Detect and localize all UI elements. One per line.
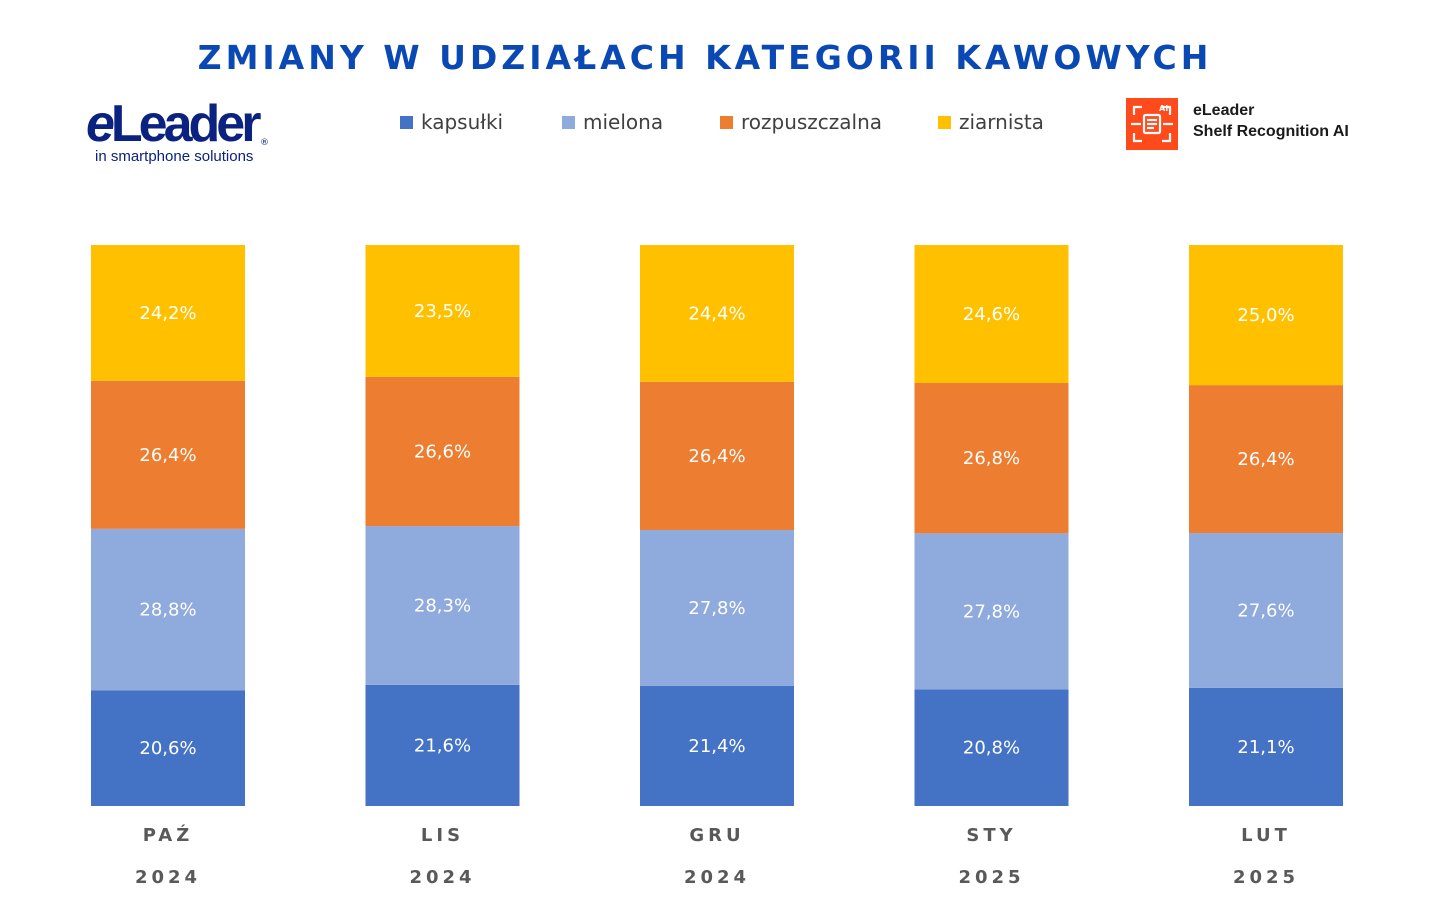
data-label: 21,1% xyxy=(1237,737,1294,758)
legend-label: mielona xyxy=(583,110,664,134)
bar-segment-mielona xyxy=(914,533,1069,690)
legend-item-ziarnista: ziarnista xyxy=(938,110,1044,134)
legend-item-mielona: mielona xyxy=(562,110,663,134)
legend-label: kapsułki xyxy=(421,110,504,134)
x-tick-label: LUT xyxy=(1241,825,1291,846)
data-label: 25,0% xyxy=(1237,305,1294,326)
data-label: 24,6% xyxy=(963,304,1020,325)
legend-label: rozpuszczalna xyxy=(741,110,883,134)
bar-segment-mielona xyxy=(91,528,245,691)
chart-title: ZMIANY W UDZIAŁACH KATEGORII KAWOWYCH xyxy=(197,38,1213,77)
bar-segment-kapsulki xyxy=(1189,687,1343,806)
x-tick-label: GRU xyxy=(689,825,744,846)
legend-swatch-ziarnista xyxy=(938,115,951,129)
bar-segment-kapsulki xyxy=(365,684,520,806)
legend-swatch-kapsulki xyxy=(400,115,413,129)
ai-scan-icon: AI xyxy=(1126,98,1178,150)
x-tick-year-label: 2024 xyxy=(684,867,750,888)
data-label: 27,8% xyxy=(963,601,1020,622)
bar-segment-ziarnista xyxy=(365,245,520,377)
svg-text:AI: AI xyxy=(1159,104,1168,113)
logo-product-name: Shelf Recognition AI xyxy=(1193,123,1349,140)
eleader-logo: eLeader ® in smartphone solutions xyxy=(86,95,269,165)
data-label: 24,2% xyxy=(139,303,196,324)
bar-segment-kapsulki xyxy=(91,690,245,806)
logo-tagline: in smartphone solutions xyxy=(95,148,254,165)
x-tick-year-label: 2024 xyxy=(135,867,201,888)
bar-segment-kapsulki xyxy=(914,689,1069,806)
data-label: 20,8% xyxy=(963,738,1020,759)
bar-segment-rozpuszczalna xyxy=(1189,385,1343,534)
legend-item-rozpuszczalna: rozpuszczalna xyxy=(720,110,882,134)
x-tick-label: LIS xyxy=(421,825,464,846)
bar-segment-ziarnista xyxy=(640,245,794,382)
data-label: 26,6% xyxy=(414,441,471,462)
data-label: 27,6% xyxy=(1237,600,1294,621)
data-label: 24,4% xyxy=(688,303,745,324)
legend-swatch-mielona xyxy=(562,115,575,129)
x-tick-year-label: 2025 xyxy=(958,867,1024,888)
legend-label: ziarnista xyxy=(959,110,1044,134)
data-label: 26,4% xyxy=(1237,449,1294,470)
bar-segment-rozpuszczalna xyxy=(91,380,245,529)
legend-item-kapsulki: kapsułki xyxy=(400,110,503,134)
x-tick-year-label: 2024 xyxy=(409,867,475,888)
data-label: 26,4% xyxy=(688,446,745,467)
bar-segment-ziarnista xyxy=(91,245,245,381)
bar-segment-mielona xyxy=(640,529,794,686)
data-label: 21,6% xyxy=(414,735,471,756)
bar-segment-kapsulki xyxy=(640,685,794,806)
data-label: 26,8% xyxy=(963,448,1020,469)
data-label: 23,5% xyxy=(414,301,471,322)
data-label: 26,4% xyxy=(139,445,196,466)
bar-segment-rozpuszczalna xyxy=(914,383,1069,534)
data-label: 27,8% xyxy=(688,598,745,619)
bar-segment-mielona xyxy=(365,526,520,685)
x-tick-label: STY xyxy=(966,825,1016,846)
data-label: 21,4% xyxy=(688,736,745,757)
shelf-recognition-logo: AI eLeader Shelf Recognition AI xyxy=(1126,98,1386,154)
x-tick-label: PAŹ xyxy=(143,824,194,846)
bar-segment-rozpuszczalna xyxy=(365,376,520,527)
bar-segment-ziarnista xyxy=(1189,245,1343,386)
logo-brand-name: eLeader xyxy=(1193,102,1255,119)
x-tick-year-label: 2025 xyxy=(1233,867,1299,888)
data-label: 20,6% xyxy=(139,738,196,759)
data-label: 28,3% xyxy=(414,595,471,616)
data-label: 28,8% xyxy=(139,600,196,621)
bar-segment-mielona xyxy=(1189,533,1343,688)
bar-segment-ziarnista xyxy=(914,245,1069,384)
bar-segment-rozpuszczalna xyxy=(640,381,794,530)
legend-swatch-rozpuszczalna xyxy=(720,115,733,129)
